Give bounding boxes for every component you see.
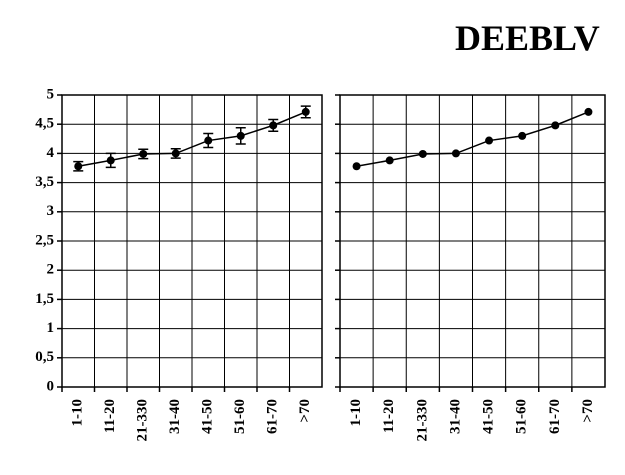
- point: [518, 131, 527, 140]
- y-tick-label: 3: [47, 203, 55, 219]
- line: [78, 111, 307, 167]
- x-tick-label: 1-10: [70, 399, 86, 427]
- point: [106, 156, 115, 165]
- x-tick-label: 61-70: [265, 399, 281, 434]
- chart-title: DEEBLV: [455, 18, 600, 58]
- x-tick-label: 1-10: [348, 399, 364, 427]
- point: [204, 136, 213, 145]
- point: [301, 107, 310, 116]
- x-tick-label: >70: [580, 399, 596, 423]
- point: [171, 149, 180, 158]
- point: [385, 156, 394, 165]
- point: [551, 121, 560, 130]
- point: [74, 162, 83, 171]
- point: [269, 121, 278, 130]
- point: [485, 136, 494, 145]
- line: [356, 111, 589, 167]
- x-tick-label: 61-70: [547, 399, 563, 434]
- y-tick-label: 2: [47, 262, 55, 278]
- x-tick-label: 21-330: [135, 399, 151, 442]
- x-tick-label: 51-60: [514, 399, 530, 434]
- y-tick-label: 2,5: [35, 232, 54, 248]
- y-tick-label: 4: [47, 145, 55, 161]
- y-tick-label: 0,5: [35, 349, 54, 365]
- x-tick-label: 31-40: [447, 399, 463, 434]
- y-tick-label: 4,5: [35, 116, 54, 132]
- y-tick-label: 1: [47, 320, 55, 336]
- y-tick-label: 1,5: [35, 291, 54, 307]
- x-tick-label: 21-330: [414, 399, 430, 442]
- point: [139, 149, 148, 158]
- point: [352, 162, 361, 171]
- x-tick-label: 11-20: [381, 399, 397, 433]
- x-tick-label: 41-50: [200, 399, 216, 434]
- x-tick-label: >70: [297, 399, 313, 423]
- point: [418, 149, 427, 158]
- x-tick-label: 31-40: [167, 399, 183, 434]
- point: [451, 149, 460, 158]
- y-tick-label: 3,5: [35, 174, 54, 190]
- point: [236, 131, 245, 140]
- y-tick-label: 5: [47, 86, 55, 102]
- y-tick-label: 0: [47, 378, 55, 394]
- x-tick-label: 11-20: [102, 399, 118, 433]
- x-tick-label: 41-50: [481, 399, 497, 434]
- x-tick-label: 51-60: [232, 399, 248, 434]
- point: [584, 107, 593, 116]
